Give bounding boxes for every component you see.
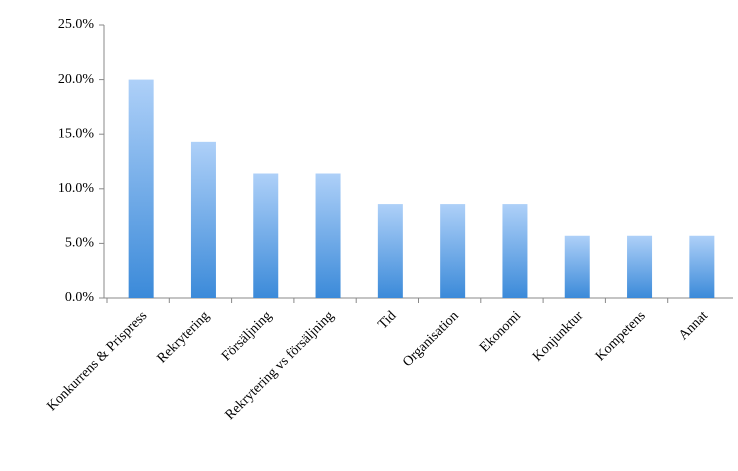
x-tick-label: Rekrytering vs försäljning	[223, 308, 338, 423]
bar	[253, 173, 279, 298]
bar	[128, 79, 154, 298]
x-tick-label: Försäljning	[219, 308, 275, 364]
y-tick-label: 0.0%	[65, 290, 95, 305]
bar	[689, 235, 715, 298]
y-tick-label: 5.0%	[65, 236, 95, 251]
y-tick-label: 10.0%	[58, 181, 95, 196]
x-tick-label: Organisation	[400, 308, 462, 370]
y-tick-label: 15.0%	[58, 126, 95, 141]
bar	[564, 235, 590, 298]
bar	[315, 173, 341, 298]
bar	[502, 204, 528, 298]
x-tick-label: Konjunktur	[530, 308, 586, 364]
bar	[190, 141, 216, 298]
y-tick-label: 25.0%	[58, 17, 95, 32]
bar	[377, 204, 403, 298]
y-tick-label: 20.0%	[58, 72, 95, 87]
x-tick-label: Konkurrens & Prispress	[45, 308, 151, 414]
x-tick-label: Ekonomi	[477, 308, 524, 355]
x-tick-label: Rekrytering	[155, 308, 213, 366]
x-tick-label: Tid	[375, 308, 399, 332]
bar	[440, 204, 466, 298]
x-tick-label: Annat	[676, 308, 711, 343]
bar	[627, 235, 653, 298]
x-tick-label: Kompetens	[593, 308, 649, 364]
